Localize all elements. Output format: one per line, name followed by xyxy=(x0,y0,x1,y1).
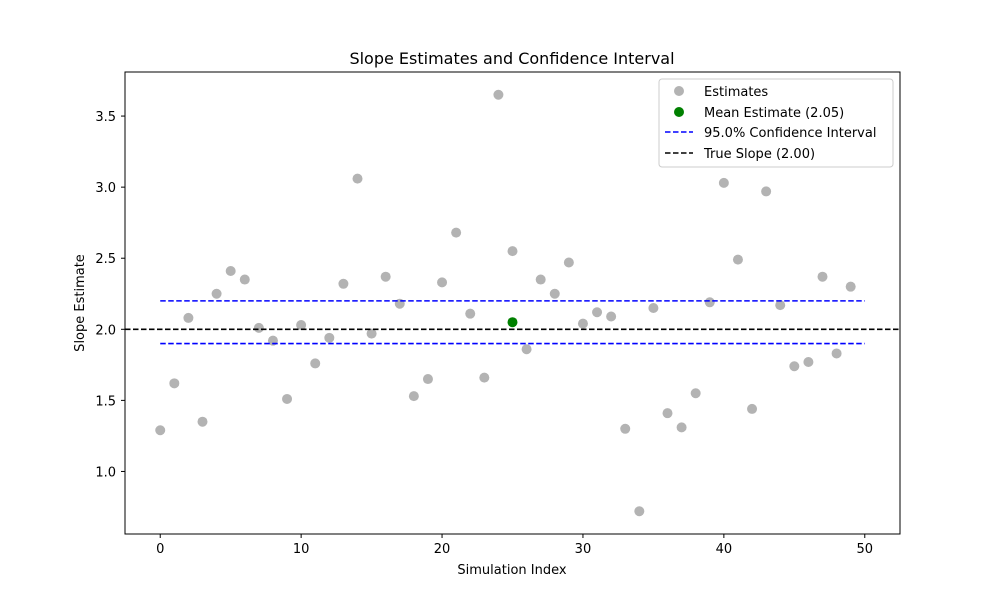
estimate-point xyxy=(507,246,518,257)
estimate-point xyxy=(606,311,617,322)
estimate-point xyxy=(380,271,391,282)
estimate-point xyxy=(592,307,603,318)
estimate-point xyxy=(338,278,349,289)
estimate-point xyxy=(662,408,673,419)
estimate-point xyxy=(169,378,180,389)
estimate-point xyxy=(408,391,419,402)
estimate-point xyxy=(690,388,701,399)
y-axis-label: Slope Estimate xyxy=(73,254,88,352)
mean-estimate-point xyxy=(507,317,518,328)
estimate-point xyxy=(225,266,236,277)
y-tick-label: 2.0 xyxy=(95,323,116,338)
estimate-point xyxy=(465,308,476,319)
x-tick-label: 10 xyxy=(293,542,310,557)
x-tick-label: 20 xyxy=(434,542,451,557)
x-tick-label: 50 xyxy=(856,542,873,557)
estimate-point xyxy=(718,177,729,188)
y-tick-label: 3.0 xyxy=(95,181,116,196)
estimate-point xyxy=(634,506,645,517)
estimate-point xyxy=(521,344,532,355)
x-tick-label: 0 xyxy=(156,542,164,557)
legend-marker-estimates xyxy=(674,86,684,96)
estimate-point xyxy=(775,300,786,311)
estimate-point xyxy=(239,274,250,285)
x-tick-label: 40 xyxy=(716,542,733,557)
estimate-point xyxy=(676,422,687,433)
y-tick-label: 1.5 xyxy=(95,394,116,409)
estimate-point xyxy=(155,425,166,436)
estimate-point xyxy=(817,271,828,282)
x-axis-label: Simulation Index xyxy=(457,563,566,578)
legend-label-mean: Mean Estimate (2.05) xyxy=(704,106,844,121)
axis-ticks: 0 10 20 30 40 50 1.0 1.5 2.0 2.5 3.0 3.5 xyxy=(95,110,873,557)
estimate-point xyxy=(296,320,307,331)
plot-area xyxy=(125,89,900,517)
estimate-point xyxy=(253,322,264,333)
estimate-point xyxy=(577,318,588,329)
estimate-point xyxy=(845,281,856,292)
estimate-point xyxy=(747,403,758,414)
estimate-point xyxy=(366,328,377,339)
estimate-point xyxy=(282,393,293,404)
y-tick-label: 2.5 xyxy=(95,252,116,267)
estimate-point xyxy=(620,423,631,434)
estimate-point xyxy=(352,173,363,184)
legend-box xyxy=(658,78,894,168)
y-tick-label: 3.5 xyxy=(95,110,116,125)
estimate-point xyxy=(451,227,462,238)
y-tick-label: 1.0 xyxy=(95,465,116,480)
estimate-point xyxy=(211,288,222,299)
estimate-point xyxy=(422,374,433,385)
estimate-point xyxy=(704,297,715,308)
estimate-point xyxy=(310,358,321,369)
chart-title: Slope Estimates and Confidence Interval xyxy=(349,49,674,68)
estimate-point xyxy=(197,416,208,427)
legend-marker-mean xyxy=(674,107,684,117)
estimate-point xyxy=(479,372,490,383)
estimate-point xyxy=(789,361,800,372)
estimate-point xyxy=(535,274,546,285)
legend: Estimates Mean Estimate (2.05) 95.0% Con… xyxy=(658,78,894,168)
plot-frame xyxy=(124,71,901,535)
estimate-point xyxy=(648,302,659,313)
estimate-point xyxy=(549,288,560,299)
estimate-point xyxy=(183,312,194,323)
estimate-point xyxy=(732,254,743,265)
estimate-point xyxy=(324,332,335,343)
x-tick-label: 30 xyxy=(575,542,592,557)
legend-label-ci: 95.0% Confidence Interval xyxy=(704,126,876,141)
estimate-point xyxy=(563,257,574,268)
legend-label-true-slope: True Slope (2.00) xyxy=(703,147,815,162)
estimate-point xyxy=(493,89,504,100)
estimate-point xyxy=(831,348,842,359)
estimate-point xyxy=(803,356,814,367)
estimate-point xyxy=(437,277,448,288)
estimate-point xyxy=(761,186,772,197)
legend-label-estimates: Estimates xyxy=(704,85,768,100)
